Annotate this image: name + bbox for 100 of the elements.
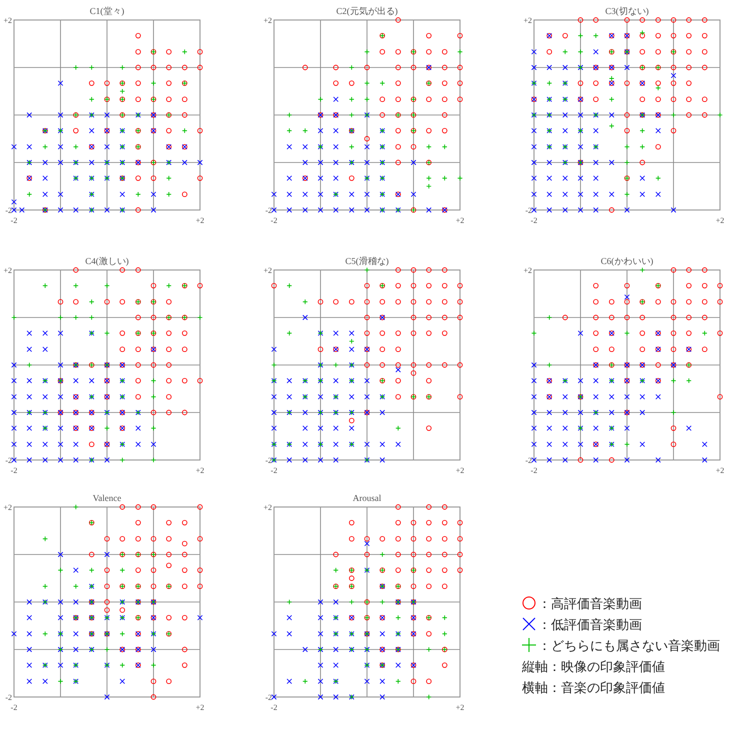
- point: [395, 678, 401, 684]
- point: [302, 646, 308, 652]
- y-tick-label: -2: [5, 206, 12, 215]
- point: [395, 552, 401, 558]
- point: [624, 144, 630, 150]
- point: [426, 646, 432, 652]
- point: [42, 144, 48, 150]
- point: [426, 207, 432, 213]
- point: [302, 64, 308, 70]
- point: [286, 330, 292, 336]
- point: [19, 207, 25, 213]
- point: [26, 362, 32, 368]
- point: [182, 552, 188, 558]
- point: [318, 160, 324, 166]
- point: [608, 76, 614, 82]
- point: [150, 567, 156, 573]
- point: [546, 314, 552, 320]
- point: [42, 175, 48, 181]
- point: [348, 346, 354, 352]
- point: [364, 64, 370, 70]
- point: [166, 96, 172, 102]
- point: [271, 425, 277, 431]
- point: [442, 631, 448, 637]
- x-tick-label: +2: [456, 703, 464, 712]
- point: [135, 175, 141, 181]
- point: [318, 694, 324, 700]
- point: [426, 32, 432, 38]
- point: [578, 457, 584, 463]
- point: [348, 394, 354, 400]
- point: [686, 378, 692, 384]
- point: [531, 442, 537, 448]
- point: [562, 457, 568, 463]
- y-tick-label: +2: [263, 503, 272, 512]
- point: [104, 567, 110, 573]
- point: [457, 536, 463, 542]
- point: [442, 614, 448, 620]
- point: [531, 457, 537, 463]
- point: [717, 299, 723, 305]
- point: [197, 282, 203, 288]
- point: [410, 536, 416, 542]
- point: [608, 207, 614, 213]
- point: [457, 64, 463, 70]
- point: [150, 584, 156, 590]
- point: [42, 536, 48, 542]
- point: [457, 49, 463, 55]
- point: [11, 631, 17, 637]
- point: [302, 128, 308, 134]
- point: [197, 49, 203, 55]
- point: [395, 128, 401, 134]
- point: [546, 410, 552, 416]
- point: [348, 112, 354, 118]
- point: [166, 192, 172, 198]
- point: [364, 540, 370, 546]
- point: [593, 299, 599, 305]
- point: [302, 299, 308, 305]
- point: [88, 299, 94, 305]
- point: [442, 282, 448, 288]
- point: [442, 552, 448, 558]
- point: [88, 96, 94, 102]
- point: [395, 362, 401, 368]
- point: [442, 175, 448, 181]
- point: [348, 330, 354, 336]
- point: [104, 584, 110, 590]
- point: [166, 299, 172, 305]
- point: [442, 314, 448, 320]
- point: [11, 199, 17, 205]
- point: [104, 299, 110, 305]
- point: [457, 175, 463, 181]
- point: [380, 678, 386, 684]
- point: [717, 112, 723, 118]
- point: [426, 678, 432, 684]
- point: [395, 282, 401, 288]
- point: [120, 330, 126, 336]
- point: [271, 207, 277, 213]
- point: [578, 378, 584, 384]
- point: [670, 442, 676, 448]
- point: [348, 299, 354, 305]
- point: [197, 584, 203, 590]
- point: [286, 282, 292, 288]
- point: [395, 299, 401, 305]
- y-tick-label: +2: [3, 266, 12, 275]
- point: [120, 567, 126, 573]
- point: [457, 299, 463, 305]
- point: [318, 192, 324, 198]
- point: [58, 192, 64, 198]
- point: [426, 299, 432, 305]
- point: [73, 207, 79, 213]
- point: [395, 378, 401, 384]
- point: [717, 394, 723, 400]
- point: [593, 282, 599, 288]
- y-tick-label: +2: [263, 266, 272, 275]
- point: [333, 207, 339, 213]
- point: [286, 192, 292, 198]
- point: [104, 282, 110, 288]
- point: [410, 267, 416, 273]
- point: [271, 362, 277, 368]
- point: [58, 144, 64, 150]
- point: [578, 80, 584, 86]
- point: [670, 410, 676, 416]
- x-tick-label: -2: [270, 703, 278, 712]
